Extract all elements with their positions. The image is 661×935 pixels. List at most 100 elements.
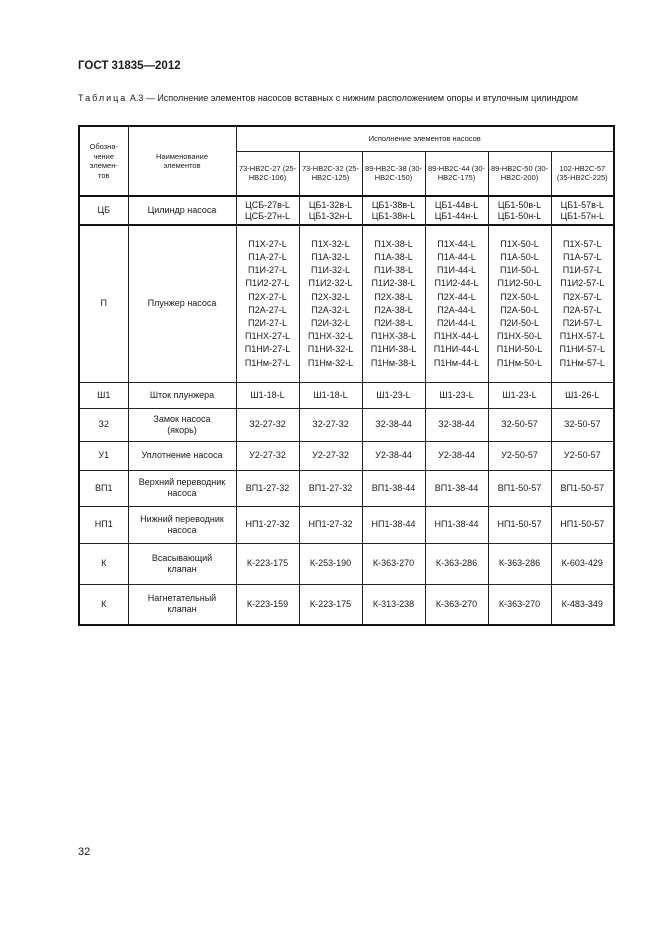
element-part-number: П2И-38-L xyxy=(374,317,413,328)
element-part-number: Ш1-18-L xyxy=(250,389,285,400)
element-part-number: К-223-175 xyxy=(309,598,352,609)
table-row: П Плунжер насоса П1Х-27-L П1А-27-L П1И-27-L П… xyxy=(78,224,615,383)
element-code: НП1 xyxy=(78,505,129,544)
element-part-number: У2-27-32 xyxy=(312,450,349,460)
element-part-number: ВП1-38-44 xyxy=(371,482,416,493)
element-cell: У2-38-44 xyxy=(424,440,489,471)
element-name: Верхний переводник насоса xyxy=(127,469,237,507)
element-cell: ЦБ1-44в-L ЦБ1-44н-L xyxy=(424,195,489,226)
element-cell: Ш1-18-L xyxy=(298,381,363,409)
element-part-number: ВП1-27-32 xyxy=(308,482,353,493)
element-part-number: П1НИ-38-L xyxy=(370,344,417,355)
element-part-number: У2-27-32 xyxy=(249,450,286,460)
element-part-number: З2-27-32 xyxy=(249,419,286,429)
table-row: У1 Уплотнение насоса У2-27-32 У2-27-32 У2-38… xyxy=(78,440,615,471)
element-cell: З2-50-57 xyxy=(550,407,615,442)
element-part-number: ЦСБ-27н-L xyxy=(244,210,291,221)
element-name: Цилиндр насоса xyxy=(127,195,237,226)
element-part-number: ВП1-27-32 xyxy=(245,482,290,493)
element-code: ЦБ xyxy=(78,195,129,226)
element-cell: К-483-349 xyxy=(550,583,615,626)
element-part-number: П1НХ-38-L xyxy=(371,331,416,342)
element-code: Ш1 xyxy=(78,381,129,409)
element-cell: К-363-286 xyxy=(487,542,552,585)
element-cell: У2-50-57 xyxy=(550,440,615,471)
element-part-number: Ш1-23-L xyxy=(376,389,411,400)
element-part-number: П1НХ-57-L xyxy=(559,331,605,342)
element-part-number: У2-50-57 xyxy=(563,450,601,460)
header-pump-3: 89-НВ2С-44 (30-НВ2С-175) xyxy=(424,150,489,197)
element-part-number: П1И2-27-L xyxy=(245,278,290,289)
element-part-number: ЦБ1-57н-L xyxy=(560,210,605,221)
element-part-number: У2-38-44 xyxy=(375,450,412,460)
element-part-number: К-363-270 xyxy=(498,598,541,609)
element-cell: ВП1-50-57 xyxy=(550,469,615,507)
element-part-number: П1И-27-L xyxy=(248,265,287,276)
element-part-number: П1НХ-27-L xyxy=(245,331,290,342)
element-part-number: П2А-50-L xyxy=(500,304,539,315)
element-cell: К-313-238 xyxy=(361,583,426,626)
element-part-number: К-223-159 xyxy=(246,598,289,609)
element-part-number: П1Нм-32-L xyxy=(307,357,354,368)
element-cell: З2-38-44 xyxy=(424,407,489,442)
element-name: Плунжер насоса xyxy=(127,224,237,383)
pump-elements-table: Обозна-чение элемен-тов Наименование эле… xyxy=(78,125,615,626)
element-cell: К-363-270 xyxy=(487,583,552,626)
element-part-number: ЦБ1-44н-L xyxy=(434,210,479,221)
table-row: К Нагнетательный клапан К-223-159 К-223-175… xyxy=(78,583,615,626)
element-part-number: П1Х-27-L xyxy=(248,238,287,249)
element-part-number: П1Х-50-L xyxy=(500,238,539,249)
element-part-number: Ш1-18-L xyxy=(313,389,348,400)
header-pump-0: 73-НВ2С-27 (25-НВ2С-106) xyxy=(235,150,300,197)
element-part-number: К-483-349 xyxy=(561,598,603,609)
element-part-number: ВП1-50-57 xyxy=(560,482,605,493)
element-part-number: П1И2-44-L xyxy=(434,278,479,289)
element-part-number: П2И-32-L xyxy=(311,317,350,328)
header-designation: Обозна-чение элемен-тов xyxy=(78,125,129,197)
element-part-number: П1Нм-50-L xyxy=(496,357,543,368)
table-row: З2 Замок насоса (якорь) З2-27-32 З2-27-32 З2… xyxy=(78,407,615,442)
element-part-number: П1Х-44-L xyxy=(437,238,476,249)
element-name: Нижний переводник насоса xyxy=(127,505,237,544)
element-name: Всасывающий клапан xyxy=(127,542,237,585)
caption-label: Таблица xyxy=(78,93,128,103)
element-part-number: П1НИ-57-L xyxy=(559,344,605,355)
element-cell: П1Х-32-L П1А-32-L П1И-32-L П1И2-32-L П2Х-32-… xyxy=(298,224,363,383)
element-part-number: П2А-27-L xyxy=(248,304,287,315)
element-cell: К-603-429 xyxy=(550,542,615,585)
document-title: ГОСТ 31835—2012 xyxy=(78,60,181,72)
element-part-number: П2Х-57-L xyxy=(563,291,602,302)
element-part-number: П2И-57-L xyxy=(562,317,602,328)
element-part-number: П2И-44-L xyxy=(437,317,476,328)
element-part-number: П1И2-57-L xyxy=(560,278,605,289)
element-part-number: П2А-57-L xyxy=(563,304,602,315)
element-cell: Ш1-23-L xyxy=(361,381,426,409)
element-part-number: К-223-175 xyxy=(246,558,289,568)
element-cell: ВП1-50-57 xyxy=(487,469,552,507)
element-cell: ЦСБ-27в-L ЦСБ-27н-L xyxy=(235,195,300,226)
element-part-number: П1НХ-44-L xyxy=(434,331,479,342)
element-part-number: Ш1-26-L xyxy=(565,389,600,400)
element-cell: К-363-286 xyxy=(424,542,489,585)
element-part-number: П1А-57-L xyxy=(563,251,602,262)
element-name: Уплотнение насоса xyxy=(127,440,237,471)
header-pump-5: 102-НВ2С-57 (35-НВ2С-225) xyxy=(550,150,615,197)
element-cell: З2-27-32 xyxy=(235,407,300,442)
element-part-number: П2Х-44-L xyxy=(437,291,476,302)
element-name: Нагнетательный клапан xyxy=(127,583,237,626)
element-cell: К-363-270 xyxy=(361,542,426,585)
element-part-number: ЦБ1-57в-L xyxy=(560,199,604,210)
element-cell: Ш1-26-L xyxy=(550,381,615,409)
element-part-number: Ш1-23-L xyxy=(439,389,474,400)
element-part-number: П2Х-27-L xyxy=(248,291,287,302)
element-part-number: ЦСБ-27в-L xyxy=(245,199,290,210)
element-cell: П1Х-27-L П1А-27-L П1И-27-L П1И2-27-L П2Х-27-… xyxy=(235,224,300,383)
element-part-number: П1Нм-57-L xyxy=(559,357,605,368)
element-part-number: П1И-44-L xyxy=(437,265,476,276)
element-part-number: У2-50-57 xyxy=(501,450,538,460)
table-row: НП1 Нижний переводник насоса НП1-27-32 НП1-… xyxy=(78,505,615,544)
element-part-number: К-253-190 xyxy=(309,558,352,568)
element-cell: НП1-50-57 xyxy=(550,505,615,544)
table-row: Ш1 Шток плунжера Ш1-18-L Ш1-18-L Ш1-23-L Ш1-2… xyxy=(78,381,615,409)
element-cell: Ш1-23-L xyxy=(487,381,552,409)
